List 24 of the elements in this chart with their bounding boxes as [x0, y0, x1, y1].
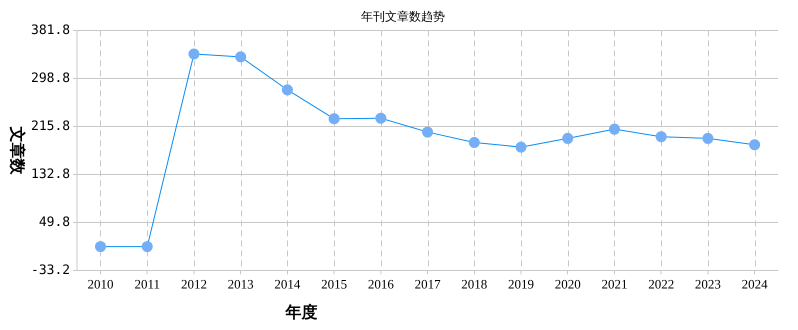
x-tick-label: 2024: [742, 276, 768, 292]
x-tick-label: 2017: [414, 276, 442, 292]
y-tick-label: -33.2: [30, 262, 70, 278]
chart-title: 年刊文章数趋势: [361, 9, 445, 24]
x-axis-title: 年度: [284, 302, 318, 322]
x-tick-label: 2016: [368, 276, 394, 292]
x-tick-label: 2011: [134, 276, 160, 292]
x-tick-label: 2022: [648, 276, 674, 292]
x-tick-label: 2012: [180, 276, 207, 292]
y-tick-label: 132.8: [30, 166, 70, 182]
y-tick-label: 215.8: [30, 118, 70, 134]
x-tick-label: 2023: [694, 276, 721, 292]
x-tick-label: 2018: [461, 276, 488, 292]
x-tick-label: 2014: [274, 276, 301, 292]
y-tick-label: 49.8: [38, 214, 70, 230]
x-tick-label: 2015: [321, 276, 348, 292]
y-axis-title: 文章数: [8, 125, 27, 176]
y-tick-label: 298.8: [30, 70, 70, 86]
x-tick-label: 2010: [87, 276, 114, 292]
y-tick-label: 381.8: [30, 22, 70, 38]
x-tick-label: 2021: [601, 276, 628, 292]
x-tick-label: 2013: [228, 276, 254, 292]
x-tick-label: 2020: [554, 276, 581, 292]
x-tick-label: 2019: [508, 276, 534, 292]
